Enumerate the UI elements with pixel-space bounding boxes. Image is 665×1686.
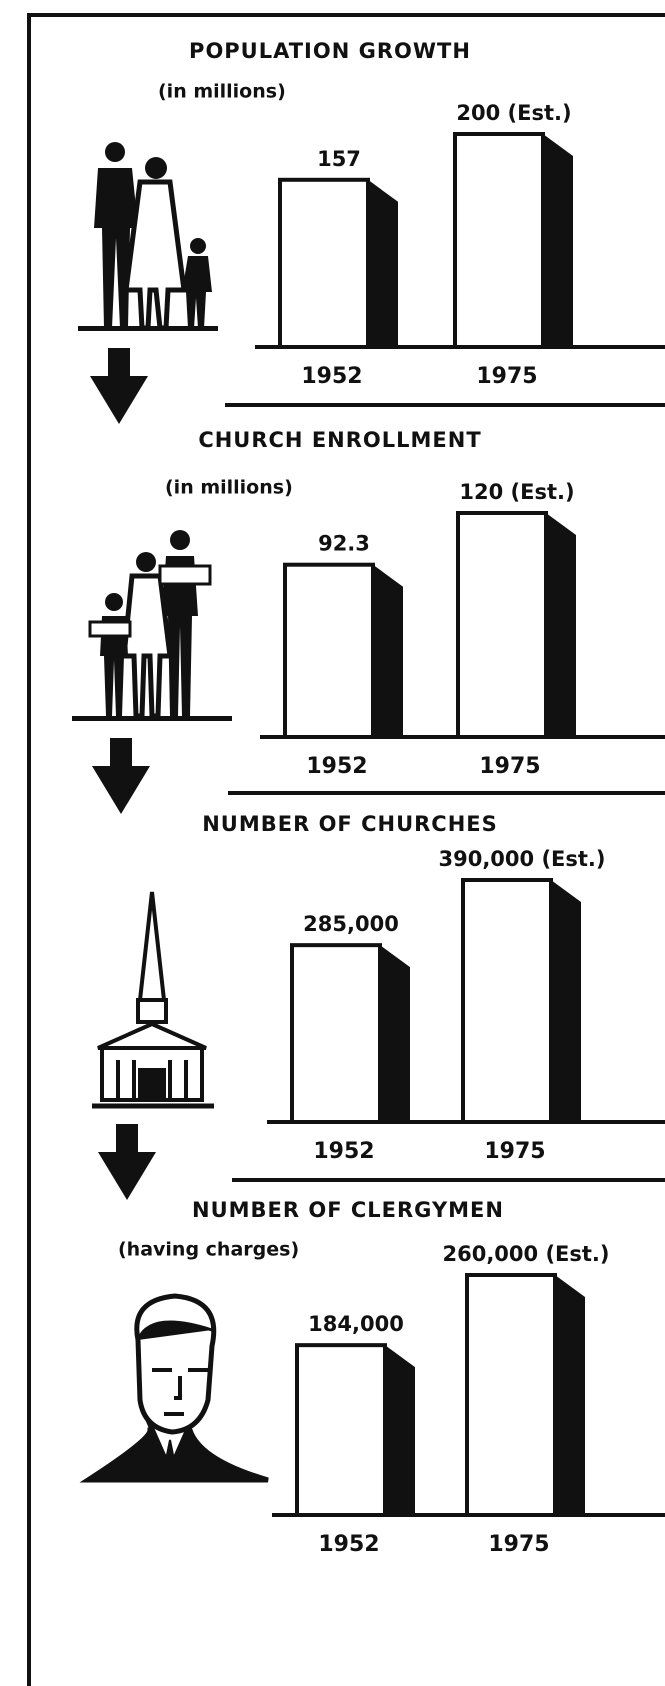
chart-title: NUMBER OF CLERGYMEN: [192, 1198, 504, 1222]
x-tick-label: 1952: [301, 364, 362, 389]
bar-shadow: [551, 880, 581, 1122]
bar-shadow: [543, 134, 573, 347]
bar: [467, 1275, 555, 1515]
x-tick-label: 1975: [476, 364, 537, 389]
bar-shadow: [555, 1275, 585, 1515]
value-label: 200 (Est.): [456, 101, 571, 125]
bar-shadow: [546, 513, 576, 737]
bar: [280, 180, 368, 347]
bar: [285, 565, 373, 737]
x-tick-label: 1975: [484, 1139, 545, 1164]
value-label: 390,000 (Est.): [438, 847, 605, 871]
value-label: 260,000 (Est.): [442, 1242, 609, 1266]
chart-title: CHURCH ENROLLMENT: [198, 428, 481, 452]
chart-subtitle: (having charges): [118, 1239, 299, 1261]
bar: [297, 1345, 385, 1515]
chart-subtitle: (in millions): [158, 81, 286, 103]
x-tick-label: 1952: [318, 1532, 379, 1557]
x-tick-label: 1975: [488, 1532, 549, 1557]
bar: [463, 880, 551, 1122]
infographic: POPULATION GROWTH (in millions) 157 1952 200…: [0, 0, 665, 1686]
value-label: 285,000: [303, 912, 399, 936]
chart-title: POPULATION GROWTH: [189, 39, 471, 63]
value-label: 157: [317, 147, 361, 171]
chart-subtitle: (in millions): [165, 477, 293, 499]
chart-title: NUMBER OF CHURCHES: [202, 812, 498, 836]
value-label: 120 (Est.): [459, 480, 574, 504]
bar-shadow: [385, 1345, 415, 1515]
bar: [455, 134, 543, 347]
bar: [458, 513, 546, 737]
bar-shadow: [373, 565, 403, 737]
value-label: 184,000: [308, 1312, 404, 1336]
bar-shadow: [368, 180, 398, 347]
value-label: 92.3: [318, 532, 370, 556]
bar: [292, 945, 380, 1122]
bar-shadow: [380, 945, 410, 1122]
x-tick-label: 1952: [306, 754, 367, 779]
x-tick-label: 1952: [313, 1139, 374, 1164]
x-tick-label: 1975: [479, 754, 540, 779]
